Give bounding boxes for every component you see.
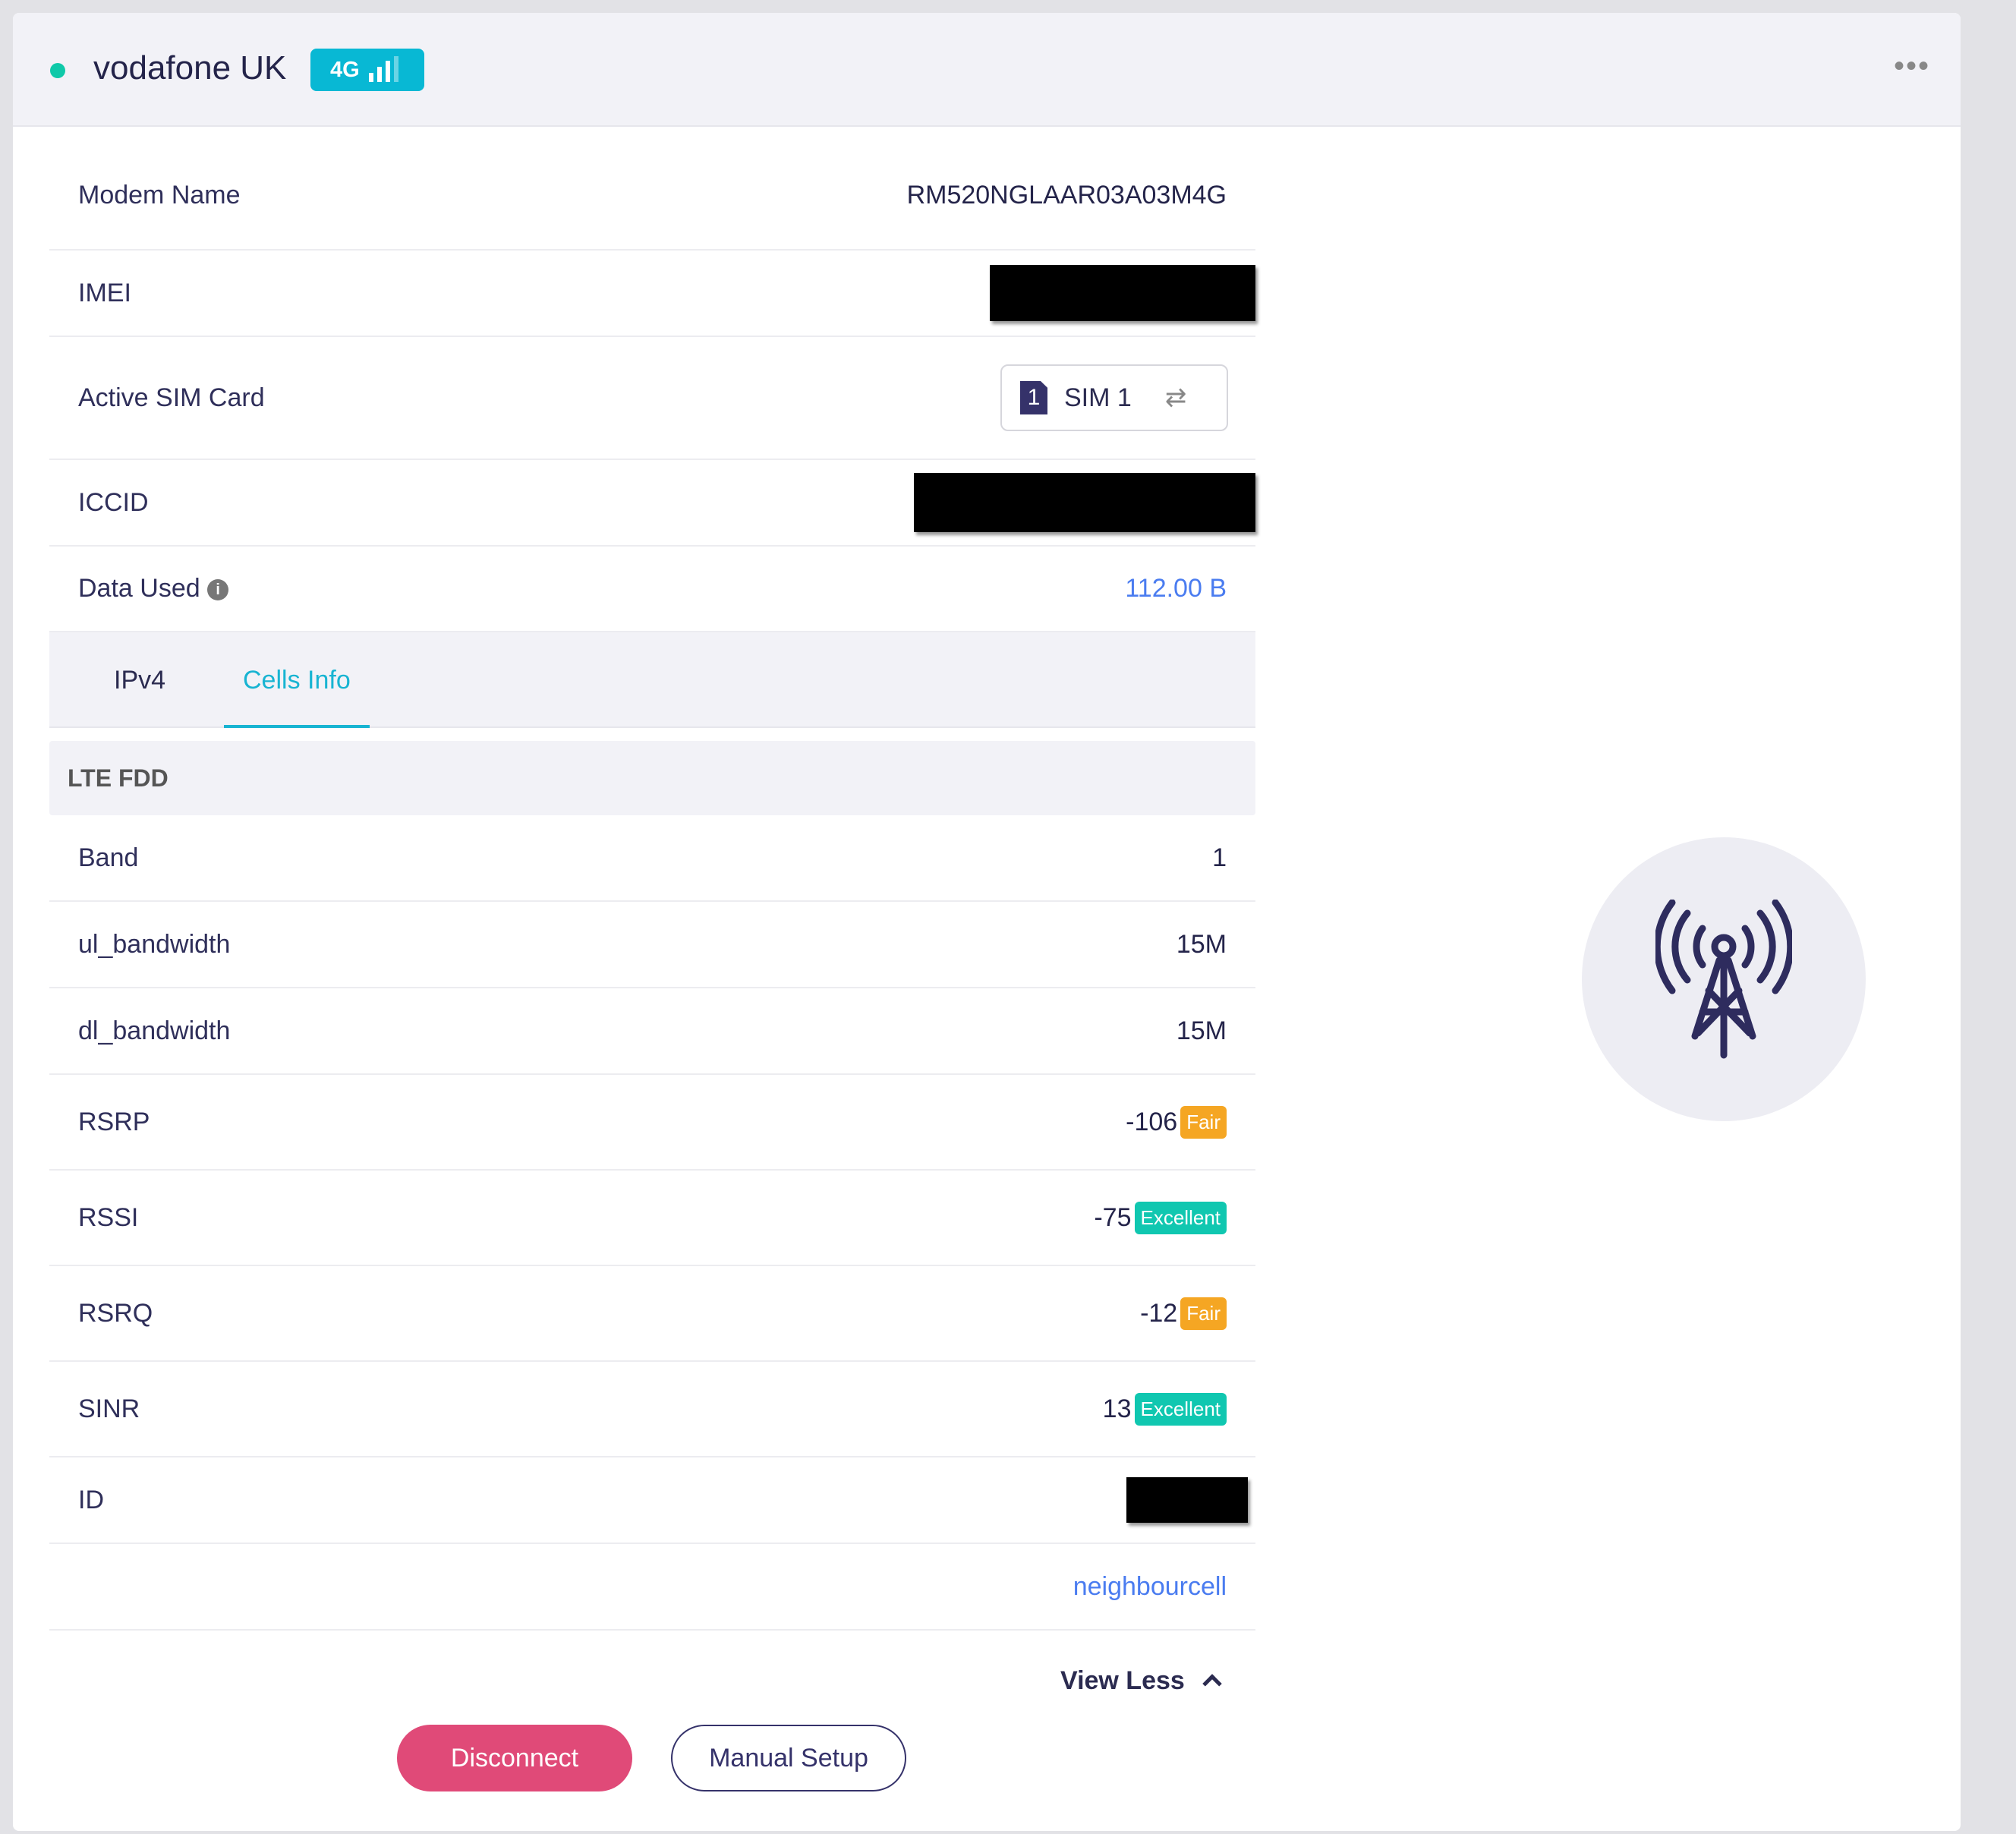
- neighbourcell-row: neighbourcell: [49, 1544, 1255, 1631]
- tab-ipv4[interactable]: IPv4: [114, 666, 166, 695]
- cell-tower-illustration: [1582, 837, 1866, 1121]
- modem-card: vodafone UK 4G ••• Modem Name RM520NGLAA…: [13, 13, 1961, 1831]
- row-label: IMEI: [78, 278, 131, 307]
- quality-badge: Fair: [1180, 1297, 1227, 1330]
- row-value: -12 Fair: [1140, 1297, 1227, 1330]
- info-icon[interactable]: i: [207, 579, 229, 601]
- value-text: -106: [1126, 1107, 1178, 1136]
- row-value: 13 Excellent: [1102, 1392, 1227, 1426]
- card-header: vodafone UK 4G •••: [13, 13, 1961, 127]
- info-row-modem-name: Modem Name RM520NGLAAR03A03M4G: [49, 127, 1255, 251]
- network-badge: 4G: [310, 49, 424, 91]
- row-value: -75 Excellent: [1094, 1201, 1227, 1234]
- cell-row: dl_bandwidth 15M: [49, 988, 1255, 1075]
- row-value: 15M: [1176, 929, 1227, 959]
- row-label: Modem Name: [78, 181, 241, 210]
- redacted-value: [914, 473, 1255, 532]
- cell-row: SINR 13 Excellent: [49, 1362, 1255, 1457]
- swap-icon[interactable]: ⇄: [1164, 383, 1187, 412]
- quality-badge: Fair: [1180, 1105, 1227, 1139]
- sim-selector[interactable]: 1 SIM 1 ⇄: [1000, 364, 1228, 431]
- row-value: -106 Fair: [1126, 1105, 1227, 1139]
- more-options-icon[interactable]: •••: [1893, 49, 1930, 83]
- row-label: Active SIM Card: [78, 383, 265, 412]
- row-label: ul_bandwidth: [78, 929, 231, 959]
- value-text: 13: [1102, 1394, 1132, 1423]
- chevron-up-icon: [1202, 1674, 1222, 1694]
- section-header: LTE FDD: [49, 741, 1255, 815]
- neighbourcell-link[interactable]: neighbourcell: [1073, 1571, 1227, 1601]
- row-value: 112.00 B: [1125, 574, 1227, 603]
- info-row-imei: IMEI: [49, 251, 1255, 337]
- row-value: 1: [1212, 843, 1227, 872]
- quality-badge: Excellent: [1134, 1201, 1227, 1234]
- row-label: RSSI: [78, 1202, 139, 1232]
- redacted-value: [1126, 1477, 1248, 1523]
- row-label: Data Used i: [78, 574, 229, 603]
- row-label: SINR: [78, 1394, 140, 1423]
- redacted-value: [990, 265, 1255, 321]
- cell-row: RSSI -75 Excellent: [49, 1171, 1255, 1266]
- manual-setup-button[interactable]: Manual Setup: [671, 1725, 906, 1791]
- row-label: RSRQ: [78, 1298, 153, 1328]
- info-row-iccid: ICCID: [49, 460, 1255, 547]
- value-text: -12: [1140, 1298, 1178, 1328]
- row-label: Band: [78, 843, 139, 872]
- sim-label: SIM 1: [1064, 383, 1132, 412]
- value-text: -75: [1094, 1202, 1132, 1232]
- signal-bars-icon: [368, 56, 398, 82]
- info-row-data-used: Data Used i 112.00 B: [49, 547, 1255, 632]
- row-value: RM520NGLAAR03A03M4G: [906, 181, 1227, 210]
- status-dot: [50, 63, 65, 78]
- label-text: Data Used: [78, 574, 200, 603]
- cell-tower-icon: [1655, 900, 1792, 1059]
- cell-row: RSRP -106 Fair: [49, 1075, 1255, 1171]
- cell-row: RSRQ -12 Fair: [49, 1266, 1255, 1362]
- row-value: 15M: [1176, 1016, 1227, 1045]
- cell-row: Band 1: [49, 815, 1255, 902]
- carrier-name: vodafone UK: [93, 49, 287, 87]
- sim-card-icon: 1: [1020, 381, 1047, 414]
- row-label: dl_bandwidth: [78, 1016, 231, 1045]
- info-row-active-sim: Active SIM Card 1 SIM 1 ⇄: [49, 337, 1255, 460]
- row-label: ID: [78, 1485, 104, 1514]
- tab-bar: IPv4 Cells Info: [49, 632, 1255, 728]
- row-label: ICCID: [78, 487, 149, 517]
- view-less-label: View Less: [1060, 1666, 1185, 1695]
- row-label: RSRP: [78, 1107, 150, 1136]
- view-less-toggle[interactable]: View Less: [1060, 1666, 1222, 1696]
- tab-cells-info[interactable]: Cells Info: [224, 632, 370, 728]
- cell-row: ID: [49, 1457, 1255, 1544]
- quality-badge: Excellent: [1134, 1392, 1227, 1426]
- disconnect-button[interactable]: Disconnect: [397, 1725, 632, 1791]
- network-type: 4G: [330, 57, 360, 82]
- cell-row: ul_bandwidth 15M: [49, 902, 1255, 988]
